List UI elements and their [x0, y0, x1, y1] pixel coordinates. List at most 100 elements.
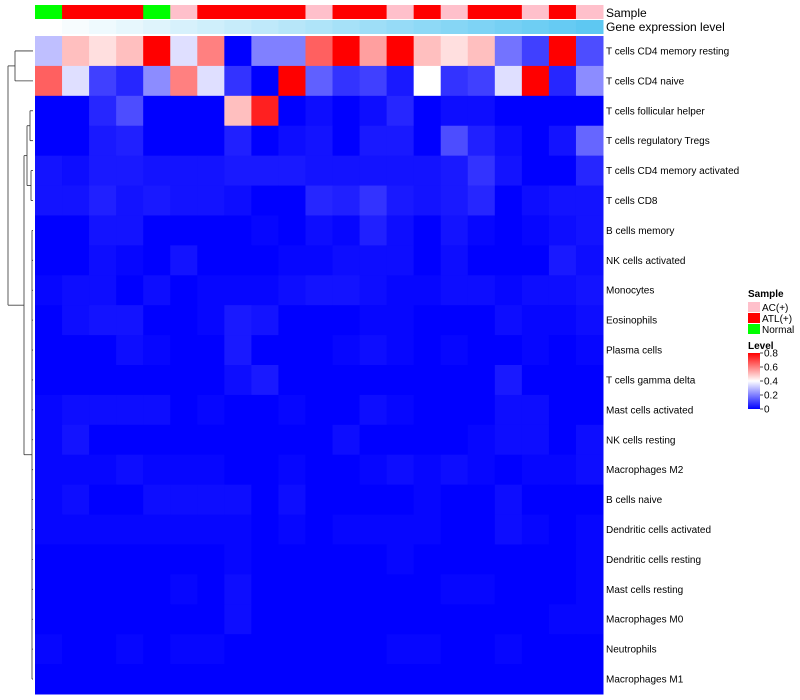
- heatmap-cell: [494, 125, 523, 157]
- heatmap-cell: [89, 514, 117, 545]
- heatmap-cell: [467, 155, 496, 187]
- heatmap-cell: [521, 65, 550, 97]
- heatmap-cell: [62, 574, 90, 605]
- legend-sample-title: Sample: [748, 289, 784, 300]
- heatmap-cell: [332, 125, 361, 157]
- legend-entry-label: AC(+): [762, 303, 788, 314]
- sample-annotation-cell: [305, 5, 334, 19]
- heatmap-cell: [143, 65, 171, 97]
- heatmap-cell: [224, 95, 252, 127]
- sample-annotation-cell: [224, 5, 252, 19]
- row-label: Dendritic cells resting: [606, 555, 701, 566]
- heatmap-cell: [116, 36, 144, 67]
- heatmap-cell: [332, 36, 361, 67]
- row-label: T cells follicular helper: [606, 106, 705, 117]
- heatmap-cell: [521, 604, 550, 635]
- heatmap-cell: [413, 305, 442, 336]
- heatmap-cell: [170, 664, 198, 695]
- heatmap-cell: [62, 664, 90, 695]
- expression-annotation-cell: [62, 20, 90, 34]
- heatmap-cell: [494, 664, 523, 695]
- heatmap-cell: [251, 454, 279, 486]
- heatmap-cell: [89, 574, 117, 605]
- heatmap-cell: [494, 634, 523, 665]
- heatmap-cell: [35, 604, 63, 635]
- row-label: Macrophages M0: [606, 615, 684, 626]
- heatmap-cell: [440, 125, 469, 157]
- heatmap-cell: [89, 454, 117, 486]
- expression-annotation-track: [35, 20, 604, 34]
- heatmap-cell: [575, 514, 604, 545]
- heatmap-cell: [62, 365, 90, 396]
- heatmap-cell: [197, 634, 225, 665]
- sample-annotation-cell: [143, 5, 171, 19]
- heatmap-cell: [521, 634, 550, 665]
- heatmap-cell: [62, 65, 90, 97]
- heatmap-cell: [197, 215, 225, 246]
- heatmap-cell: [413, 185, 442, 216]
- heatmap-cell: [35, 664, 63, 695]
- heatmap-cell: [116, 65, 144, 97]
- heatmap-cell: [143, 95, 171, 127]
- row-label: Mast cells resting: [606, 585, 683, 596]
- heatmap-cell: [224, 394, 252, 426]
- heatmap-cell: [494, 454, 523, 486]
- expression-annotation-cell: [89, 20, 117, 34]
- heatmap-cell: [521, 574, 550, 605]
- heatmap-cell: [413, 664, 442, 695]
- heatmap-cell: [359, 424, 388, 456]
- heatmap-cell: [548, 155, 577, 187]
- legend-level-tick-label: 0.6: [764, 363, 778, 374]
- heatmap-cell: [116, 394, 144, 426]
- heatmap-cell: [224, 185, 252, 216]
- legend-level-tick-label: 0.2: [764, 391, 778, 402]
- heatmap-cell: [575, 65, 604, 97]
- heatmap-cell: [278, 604, 306, 635]
- heatmap-cell: [251, 634, 279, 665]
- heatmap-cell: [305, 544, 334, 575]
- heatmap-cell: [521, 245, 550, 276]
- heatmap-cell: [440, 155, 469, 187]
- expression-annotation-cell: [224, 20, 252, 34]
- heatmap-cell: [251, 155, 279, 187]
- heatmap-cell: [278, 275, 306, 306]
- heatmap-cell: [359, 544, 388, 575]
- heatmap-cell: [170, 634, 198, 665]
- heatmap-cell: [116, 185, 144, 216]
- heatmap-cell: [305, 215, 334, 246]
- heatmap-cell: [467, 215, 496, 246]
- heatmap-cell: [278, 125, 306, 157]
- heatmap-cell: [332, 664, 361, 695]
- heatmap-cell: [332, 215, 361, 246]
- heatmap-cell: [305, 36, 334, 67]
- legend-level-title: Level: [748, 341, 774, 352]
- sample-annotation-cell: [116, 5, 144, 19]
- heatmap-cell: [224, 604, 252, 635]
- heatmap-cell: [278, 245, 306, 276]
- heatmap-cell: [35, 185, 63, 216]
- sample-annotation-cell: [332, 5, 361, 19]
- heatmap-cell: [386, 65, 415, 97]
- heatmap-cell: [305, 574, 334, 605]
- heatmap-cell: [413, 275, 442, 306]
- heatmap-cell: [332, 275, 361, 306]
- heatmap-cell: [494, 185, 523, 216]
- heatmap-cell: [197, 95, 225, 127]
- heatmap-cell: [143, 454, 171, 486]
- heatmap-cell: [143, 305, 171, 336]
- heatmap-cell: [386, 604, 415, 635]
- row-label: T cells regulatory Tregs: [606, 136, 710, 147]
- heatmap-cell: [332, 65, 361, 97]
- heatmap-cell: [386, 664, 415, 695]
- heatmap-cell: [548, 125, 577, 157]
- heatmap-cell: [224, 125, 252, 157]
- heatmap-cell: [575, 574, 604, 605]
- heatmap-cell: [467, 305, 496, 336]
- heatmap-cell: [440, 394, 469, 426]
- sample-annotation-cell: [197, 5, 225, 19]
- heatmap-cell: [548, 365, 577, 396]
- sample-annotation-cell: [548, 5, 577, 19]
- sample-annotation-cell: [494, 5, 523, 19]
- heatmap-cell: [494, 394, 523, 426]
